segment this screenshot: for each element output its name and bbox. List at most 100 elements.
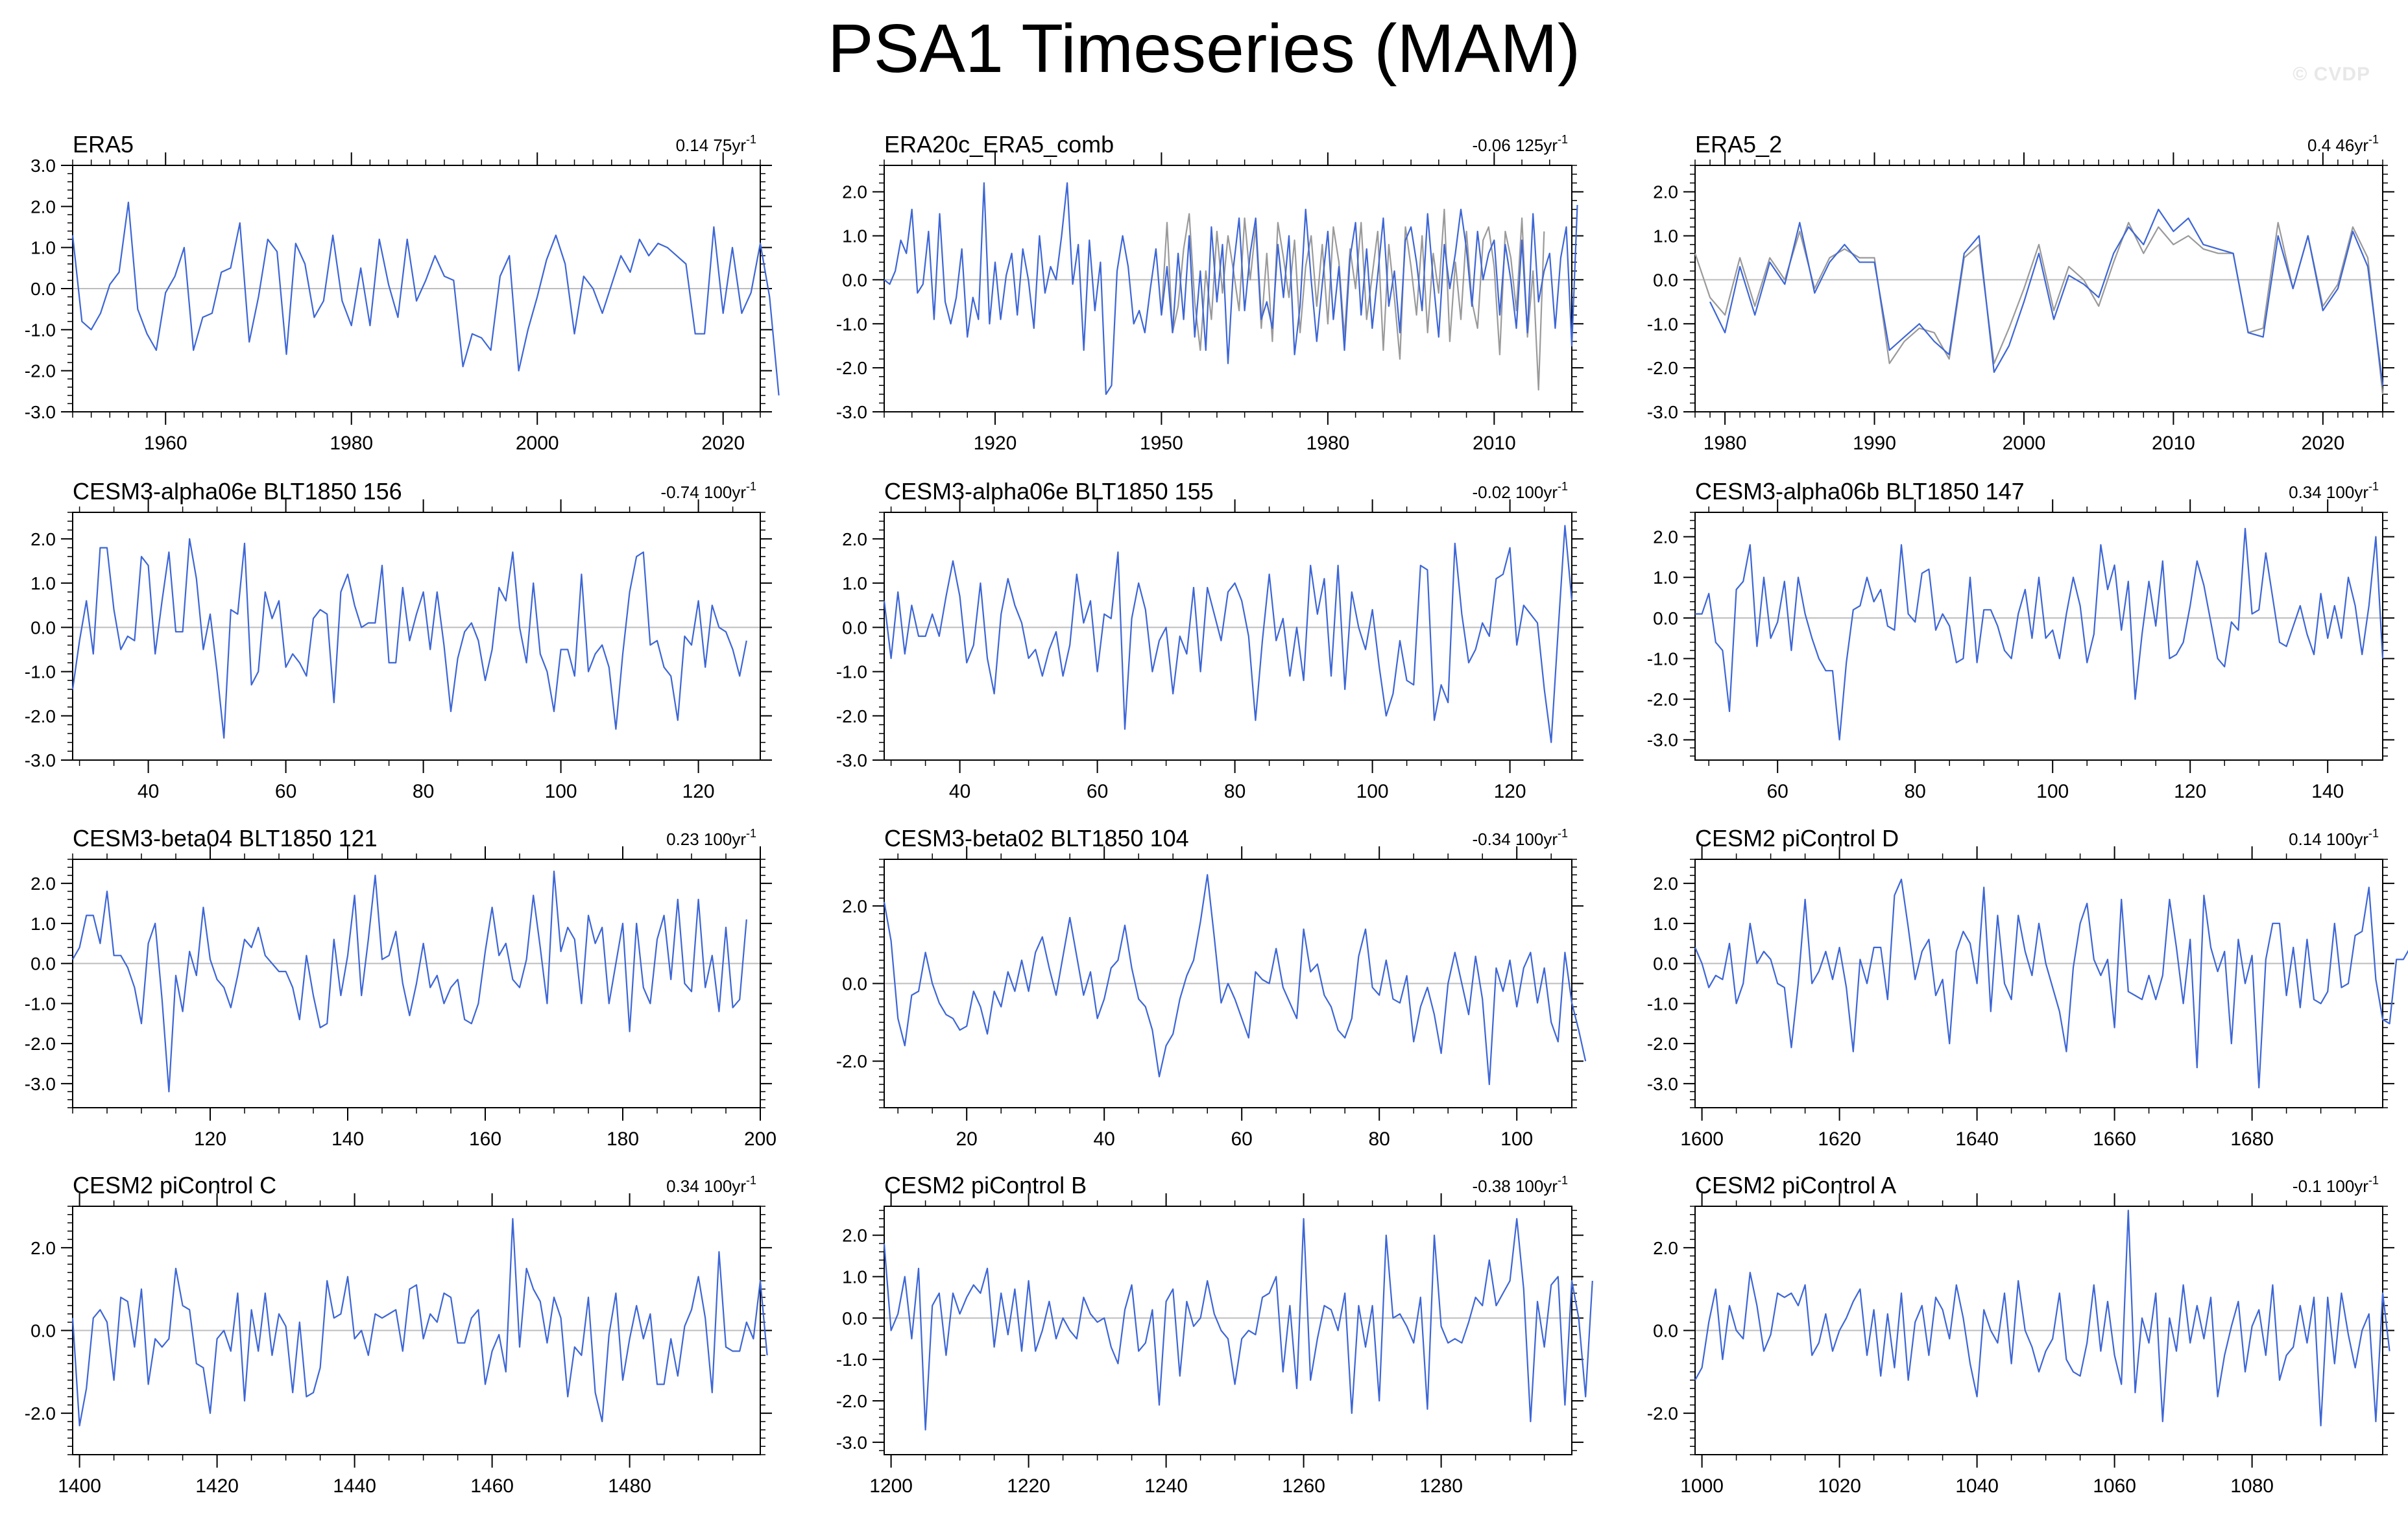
panel-trend: 0.14 75yr-1 xyxy=(676,133,756,155)
y-tick-label: -3.0 xyxy=(25,402,56,422)
y-tick-label: 0.0 xyxy=(842,974,867,994)
x-tick-label: 80 xyxy=(1224,781,1246,802)
y-tick-label: 2.0 xyxy=(30,529,56,549)
chart-panel: ERA5 0.14 75yr-1 1960 1980 2000 2020 -3.0 -2.0 -… xyxy=(25,131,780,454)
x-tick-label: 1990 xyxy=(1853,433,1896,454)
series-line xyxy=(1695,527,2384,741)
x-tick-label: 100 xyxy=(545,781,577,802)
x-tick-label: 2010 xyxy=(2152,433,2195,454)
plot-frame xyxy=(1694,512,2383,761)
y-tick-label: 1.0 xyxy=(30,573,56,593)
x-tick-label: 40 xyxy=(1094,1128,1115,1150)
y-tick-label: -1.0 xyxy=(836,314,867,334)
y-tick-label: 0.0 xyxy=(842,617,867,638)
x-tick-label: 1480 xyxy=(608,1475,651,1497)
x-tick-label: 1000 xyxy=(1680,1475,1724,1497)
panel-trend: -0.34 100yr-1 xyxy=(1472,827,1568,849)
y-tick-label: -2.0 xyxy=(1647,1034,1678,1054)
panel-title: CESM3-beta02 BLT1850 104 xyxy=(884,825,1189,852)
panel-title: CESM2 piControl A xyxy=(1695,1172,1896,1198)
x-tick-label: 100 xyxy=(1356,781,1389,802)
y-tick-label: 0.0 xyxy=(842,270,867,290)
y-tick-label: -2.0 xyxy=(1647,358,1678,378)
panel-trend: 0.4 46yr-1 xyxy=(2307,133,2379,155)
x-tick-label: 1600 xyxy=(1680,1128,1724,1150)
panel-trend-exponent: -1 xyxy=(746,1174,756,1187)
x-tick-label: 1660 xyxy=(2093,1128,2136,1150)
y-tick-label: -1.0 xyxy=(1647,649,1678,669)
x-tick-label: 2020 xyxy=(701,433,745,454)
plot-frame xyxy=(1694,165,2383,412)
x-tick-label: 100 xyxy=(2036,781,2069,802)
plot-frame xyxy=(884,165,1572,412)
chart-panel: CESM2 piControl A -0.1 100yr-1 1000 1020 104… xyxy=(1647,1172,2394,1497)
x-tick-label: 60 xyxy=(1231,1128,1253,1150)
y-tick-label: -2.0 xyxy=(25,361,56,381)
panel-title: CESM2 piControl D xyxy=(1695,825,1899,852)
cvdp-watermark: © CVDP xyxy=(2293,64,2370,85)
chart-panel: CESM3-alpha06e BLT1850 156 -0.74 100yr-1 4… xyxy=(25,478,772,802)
y-tick-label: 2.0 xyxy=(842,896,867,916)
x-tick-label: 100 xyxy=(1500,1128,1533,1150)
y-tick-label: -1.0 xyxy=(25,662,56,682)
x-tick-label: 1080 xyxy=(2230,1475,2274,1497)
y-tick-label: -3.0 xyxy=(25,1074,56,1094)
y-tick-label: -3.0 xyxy=(1647,730,1678,750)
x-tick-label: 1620 xyxy=(1818,1128,1861,1150)
series-line xyxy=(71,201,780,396)
panel-trend-exponent: -1 xyxy=(1558,1174,1568,1187)
plot-frame xyxy=(884,1206,1572,1455)
x-tick-label: 200 xyxy=(744,1128,777,1150)
panel-title: CESM2 piControl B xyxy=(884,1172,1087,1198)
panel-trend-exponent: -1 xyxy=(1558,133,1568,146)
y-tick-label: 0.0 xyxy=(30,617,56,638)
series-line xyxy=(71,538,747,739)
y-tick-label: -1.0 xyxy=(25,994,56,1014)
panel-title: CESM3-beta04 BLT1850 121 xyxy=(73,825,378,852)
x-tick-label: 180 xyxy=(607,1128,639,1150)
y-tick-label: 0.0 xyxy=(1653,608,1678,628)
panel-title: CESM3-alpha06e BLT1850 155 xyxy=(884,478,1214,505)
x-tick-label: 1400 xyxy=(58,1475,101,1497)
series-line xyxy=(1161,208,1545,391)
x-tick-label: 1460 xyxy=(470,1475,514,1497)
panel-trend: -0.74 100yr-1 xyxy=(660,480,756,502)
y-tick-label: 0.0 xyxy=(1653,270,1678,290)
x-tick-label: 20 xyxy=(956,1128,978,1150)
panel-trend: 0.14 100yr-1 xyxy=(2289,827,2379,849)
panel-trend-exponent: -1 xyxy=(746,133,756,146)
plot-frame xyxy=(72,512,761,761)
y-tick-label: -3.0 xyxy=(25,750,56,770)
series-line xyxy=(883,1218,1593,1431)
page-title: PSA1 Timeseries (MAM) xyxy=(827,10,1581,87)
chart-panel: CESM3-alpha06b BLT1850 147 0.34 100yr-1 60… xyxy=(1647,478,2394,802)
panel-trend: 0.34 100yr-1 xyxy=(666,1174,756,1196)
y-tick-label: 2.0 xyxy=(842,182,867,202)
y-tick-label: -1.0 xyxy=(836,1350,867,1370)
series-line xyxy=(72,870,747,1093)
x-tick-label: 120 xyxy=(2174,781,2206,802)
x-tick-label: 1060 xyxy=(2093,1475,2136,1497)
x-tick-label: 120 xyxy=(682,781,715,802)
y-tick-label: -3.0 xyxy=(1647,402,1678,422)
y-tick-label: 0.0 xyxy=(30,279,56,299)
panel-title: ERA5 xyxy=(73,131,134,158)
x-tick-label: 1440 xyxy=(333,1475,376,1497)
y-tick-label: 1.0 xyxy=(842,573,867,593)
y-tick-label: 2.0 xyxy=(30,1238,56,1258)
panel-trend-exponent: -1 xyxy=(1558,827,1568,840)
y-tick-label: 2.0 xyxy=(1653,182,1678,202)
series-line xyxy=(1694,1210,2390,1427)
chart-panel: CESM2 piControl B -0.38 100yr-1 1200 1220 12… xyxy=(836,1172,1593,1497)
x-tick-label: 1640 xyxy=(1955,1128,1999,1150)
y-tick-label: -1.0 xyxy=(836,662,867,682)
panel-title: ERA20c_ERA5_comb xyxy=(884,131,1114,158)
panel-trend: -0.06 125yr-1 xyxy=(1472,133,1568,155)
chart-panel: ERA20c_ERA5_comb -0.06 125yr-1 1920 1950 198… xyxy=(836,131,1583,454)
y-tick-label: -2.0 xyxy=(836,706,867,726)
x-tick-label: 1020 xyxy=(1818,1475,1861,1497)
series-line xyxy=(1694,878,2408,1089)
x-tick-label: 160 xyxy=(469,1128,501,1150)
panel-trend-exponent: -1 xyxy=(746,827,756,840)
